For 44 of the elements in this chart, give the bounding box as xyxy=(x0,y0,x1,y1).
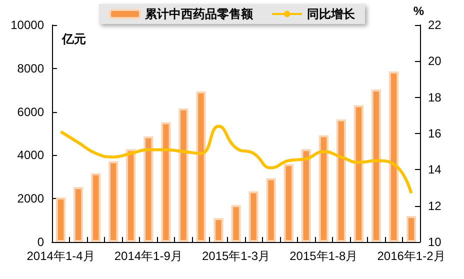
bar xyxy=(406,216,416,242)
x-tick-label: 2015年1-3月 xyxy=(202,249,270,263)
bar xyxy=(371,89,382,242)
y2-tick-label: 22 xyxy=(428,18,442,32)
legend-label: 同比增长 xyxy=(307,7,356,21)
y-tick-label: 0 xyxy=(37,235,44,249)
bar xyxy=(108,161,118,242)
bar xyxy=(90,173,101,242)
y2-tick-label: 14 xyxy=(428,162,442,177)
y-axis-title: 亿元 xyxy=(61,32,86,46)
y2-tick-label: 16 xyxy=(428,126,442,140)
x-tick-label: 2015年1-8月 xyxy=(290,249,358,263)
bar xyxy=(196,91,206,242)
y2-tick-label: 12 xyxy=(428,198,442,213)
y2-tick-label: 18 xyxy=(428,90,442,104)
bar xyxy=(301,149,311,242)
y2-tick-label: 10 xyxy=(428,235,442,249)
x-tick-label: 2014年1-9月 xyxy=(114,249,182,263)
y-tick-label: 2000 xyxy=(17,192,44,206)
y2-tick-label: 20 xyxy=(428,54,442,68)
y-tick-label: 10000 xyxy=(10,18,44,32)
bar xyxy=(161,122,171,242)
line-series xyxy=(59,124,413,195)
bar xyxy=(248,191,258,242)
y-tick-label: 6000 xyxy=(17,104,44,119)
bar xyxy=(231,205,241,242)
x-tick-label: 2014年1-4月 xyxy=(26,249,95,263)
bar xyxy=(178,108,188,242)
bar xyxy=(73,187,84,242)
y2-axis-title: % xyxy=(413,4,424,18)
legend-label: 累计中西药品零售额 xyxy=(144,7,254,21)
bar xyxy=(388,71,399,242)
bar xyxy=(144,136,154,242)
bar xyxy=(354,105,364,242)
bar xyxy=(126,149,136,242)
bar xyxy=(284,164,294,242)
y-tick-label: 4000 xyxy=(17,148,44,162)
bar xyxy=(214,218,224,242)
bar xyxy=(336,119,346,242)
bar xyxy=(318,135,328,242)
bar xyxy=(56,198,66,242)
y-tick-label: 8000 xyxy=(17,61,44,76)
x-tick-label: 2016年1-2月 xyxy=(377,249,446,263)
bar xyxy=(266,178,276,242)
